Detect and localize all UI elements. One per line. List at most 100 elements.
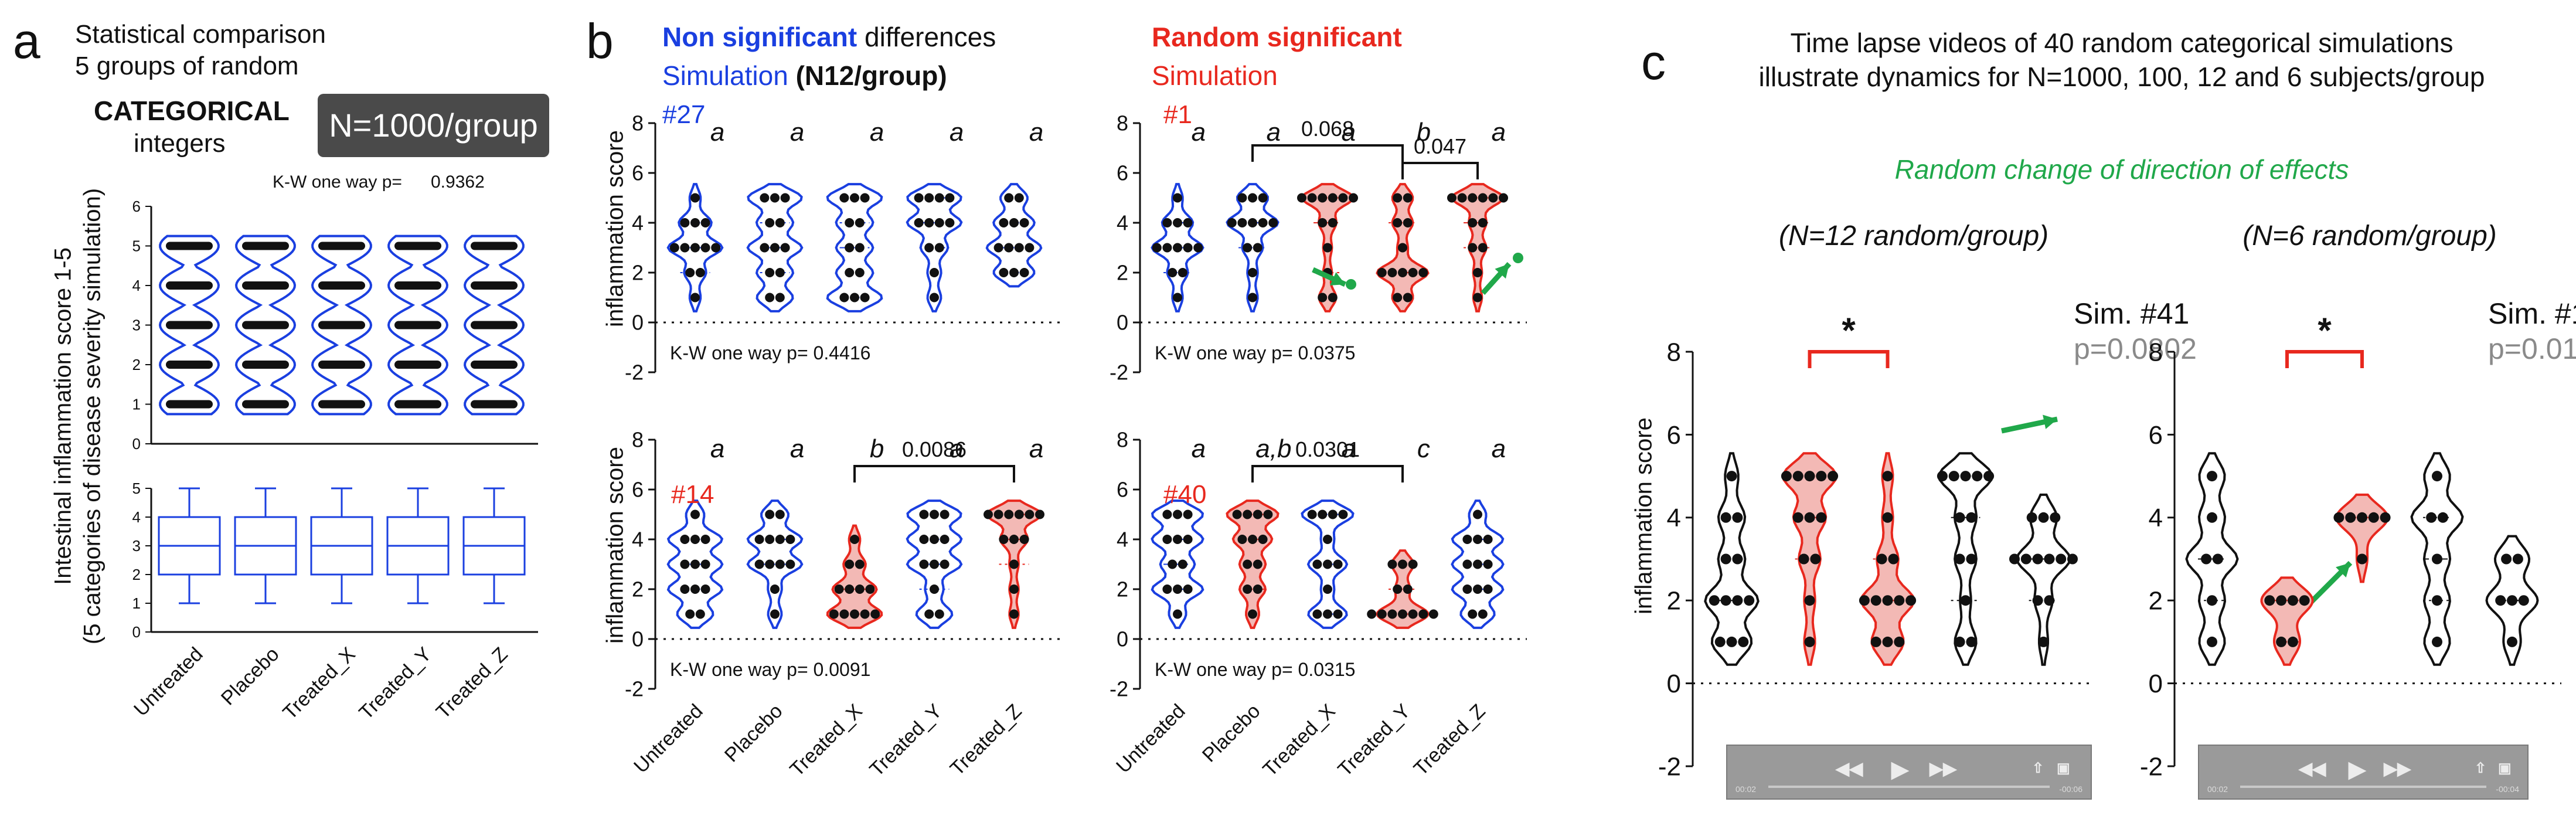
c-41-data-point [2032, 553, 2043, 565]
c-41-data-point [1792, 471, 1803, 482]
b-27-data-point [760, 193, 770, 203]
player-right-scrubber[interactable] [2240, 786, 2486, 788]
share-icon[interactable]: ⇧ [2475, 760, 2487, 776]
b-14-data-point [785, 535, 795, 544]
a-violin-data-band [471, 321, 518, 329]
c-41-data-point [1966, 512, 1977, 523]
a-violin-data-band [394, 361, 441, 369]
b-27-data-point [1004, 193, 1014, 203]
b-14-data-point [860, 609, 870, 619]
b-1-data-point [1398, 268, 1407, 277]
b-14-kw-annotation: K-W one way p= 0.0091 [670, 659, 870, 680]
a-violin-ytick-label: 0 [132, 435, 141, 453]
b-40-ytick-label: 0 [1117, 627, 1128, 651]
rewind-icon[interactable]: ◀◀ [1836, 759, 1863, 779]
play-icon[interactable]: ▶ [1891, 757, 1909, 782]
panel-b-heading-right-sim: Simulation [1152, 60, 1278, 91]
b-40-data-point [1307, 509, 1317, 519]
c-13-data-point [2380, 512, 2391, 523]
b-1-group-letter: a [1192, 118, 1206, 147]
c-13-data-point [2264, 595, 2275, 606]
c-13-data-point [2432, 471, 2442, 482]
a-violin-data-band [318, 361, 365, 369]
b-40-data-point [1318, 509, 1328, 519]
b-40-data-point [1377, 609, 1387, 619]
b-14-data-point [940, 559, 950, 569]
fast-forward-icon[interactable]: ▶▶ [1930, 759, 1957, 779]
b-14-data-point [680, 535, 690, 544]
b-1-bracket [1251, 144, 1404, 162]
video-player-left[interactable]: ◀◀ ▶ ▶▶ ⇧ ▣ 00:02 -00:06 [1726, 745, 2092, 800]
b-14-x-label: Treated_X [785, 700, 866, 781]
panel-a-kw-label: K-W one way p= [273, 172, 402, 192]
c-13-data-point [2512, 553, 2523, 565]
b-40-data-point [1338, 509, 1348, 519]
b-40-data-point [1253, 559, 1263, 569]
b-40-x-label: Treated_X [1258, 700, 1339, 781]
c-41-ytick-label: 4 [1667, 504, 1681, 532]
b-1-ytick-label: -2 [1110, 361, 1128, 385]
b-1-ytick-label: 0 [1117, 311, 1128, 335]
b-40-data-point [1462, 584, 1472, 594]
b-14-violin-2 [826, 524, 883, 629]
b-14-data-point [1025, 509, 1035, 519]
b-40-data-point [1323, 559, 1332, 569]
b-14-bracket-label: 0.0086 [902, 437, 967, 461]
b-1-data-point [1393, 218, 1403, 227]
c-13-data-point [2495, 595, 2506, 606]
b-40-bracket-label: 0.0301 [1295, 437, 1360, 461]
b-27-data-point [914, 218, 924, 227]
panel-b-heading-right: Random significant [1152, 22, 1402, 52]
b-40-data-point [1243, 559, 1253, 569]
b-14-data-point [919, 509, 929, 519]
b-27-data-point [690, 293, 700, 303]
b-14-data-point [754, 535, 764, 544]
video-player-right[interactable]: ◀◀ ▶ ▶▶ ⇧ ▣ 00:02 -00:04 [2198, 745, 2529, 800]
b-14-violin-3 [906, 499, 963, 629]
b-27-group-letter: a [1029, 118, 1043, 147]
a-violin-data-band [242, 242, 289, 250]
c-41-data-point [1870, 636, 1881, 647]
a-violin-ytick-label: 4 [132, 277, 141, 294]
b-1-data-point [1173, 243, 1182, 253]
b-14-data-point [834, 584, 844, 594]
fast-forward-icon[interactable]: ▶▶ [2384, 759, 2411, 779]
rewind-icon[interactable]: ◀◀ [2299, 759, 2326, 779]
b-40-violin-1 [1226, 499, 1280, 629]
b-1-data-point [1478, 243, 1488, 253]
player-left-scrubber[interactable] [1768, 786, 2050, 788]
b-1-sim-label: #1 [1163, 100, 1192, 129]
c-13-ytick-label: 8 [2149, 338, 2163, 366]
c-41-bracket-label: * [1842, 311, 1856, 350]
c-13-data-point [2357, 512, 2367, 523]
pip-icon[interactable]: ▣ [2057, 760, 2070, 776]
b-1-data-point [1338, 193, 1348, 203]
b-1-data-point [1258, 193, 1268, 203]
b-27-data-point [770, 243, 780, 253]
share-icon[interactable]: ⇧ [2032, 760, 2044, 776]
pip-icon[interactable]: ▣ [2498, 760, 2512, 776]
a-violin-data-band [394, 321, 441, 329]
b-27-data-point [999, 218, 1009, 227]
c-41-data-point [1966, 553, 1977, 565]
b-14-group-letter: a [950, 434, 964, 463]
b-40-data-point [1333, 559, 1343, 569]
play-icon[interactable]: ▶ [2349, 757, 2366, 782]
b-1-data-point [1162, 218, 1172, 227]
c-41-sim-label: Sim. #41 [2074, 297, 2189, 330]
c-13-sim-label: Sim. #13 [2488, 297, 2576, 330]
b-40-data-point [1328, 509, 1338, 519]
b-40-data-point [1258, 535, 1268, 544]
b-27-data-point [690, 193, 700, 203]
b-40-data-point [1312, 609, 1322, 619]
b-1-data-point [1488, 193, 1498, 203]
b-1-data-point [1499, 193, 1508, 203]
a-violin-4 [463, 235, 525, 416]
c-41-ytick-label: 6 [1667, 421, 1681, 450]
b-1-data-point [1377, 268, 1387, 277]
c-41-data-point [1792, 512, 1803, 523]
c-41-bracket [1808, 350, 1890, 368]
b-40-data-point [1483, 559, 1493, 569]
b-1-data-point [1173, 293, 1182, 303]
c-13-violin-4 [2485, 535, 2539, 666]
